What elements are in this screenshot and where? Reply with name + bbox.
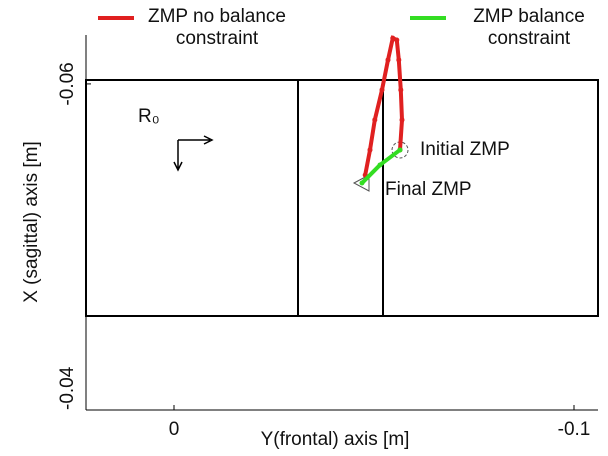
point [377,162,383,168]
y-axis-label: X (sagittal) axis [m] [21,141,42,303]
legend-label: ZMP balance constraint [473,6,585,49]
y-tick-label: -0.06 [57,62,78,105]
point [390,35,396,41]
point [379,87,385,93]
y-tick-label: -0.04 [57,366,78,410]
frame-arrows [173,135,214,172]
point [398,87,404,93]
annotation: R₀ [138,106,160,127]
point [396,57,402,63]
point [394,37,400,43]
point [372,117,378,123]
annotation: Final ZMP [385,179,472,200]
annotation: Initial ZMP [420,139,510,160]
point [397,147,403,153]
foot-outline [85,79,599,317]
point [399,117,405,123]
point [367,147,373,153]
point [359,180,365,186]
x-tick-label: 0 [169,419,180,440]
x-axis-label: Y(frontal) axis [m] [261,429,410,450]
x-tick-label: -0.1 [558,419,591,440]
legend-label: ZMP no balance constraint [147,6,286,49]
point [385,57,391,63]
final-marker [352,174,370,192]
